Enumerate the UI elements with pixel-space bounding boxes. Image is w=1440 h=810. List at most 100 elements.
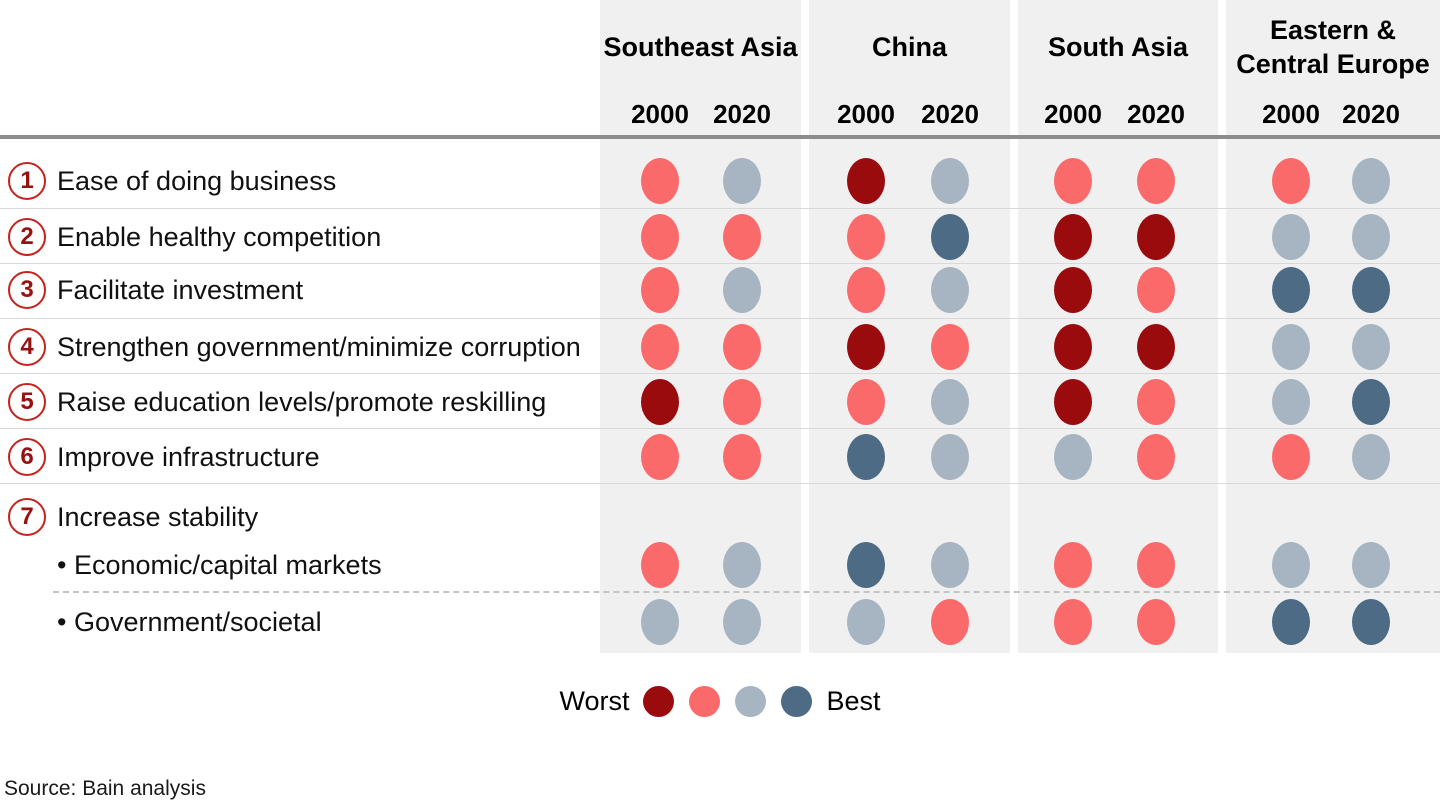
legend-dot-poor <box>689 686 721 717</box>
rating-dot <box>847 158 885 204</box>
rating-dot <box>723 158 761 204</box>
header-divider-rule <box>0 135 1440 139</box>
year-header: 2020 <box>713 99 771 129</box>
rating-dot <box>847 542 885 588</box>
row-number-badge: 6 <box>8 438 46 476</box>
row-separator <box>0 428 1440 429</box>
row-number-badge: 4 <box>8 328 46 366</box>
year-header: 2000 <box>631 99 689 129</box>
region-header-1: Southeast Asia <box>603 32 798 63</box>
row-label: Improve infrastructure <box>57 441 320 472</box>
rating-dot <box>931 267 969 313</box>
row-label: Increase stability <box>57 501 259 532</box>
rating-dot <box>931 158 969 204</box>
rating-dot <box>1054 542 1092 588</box>
region-column-bg <box>1226 0 1440 653</box>
row-separator <box>0 263 1440 264</box>
rating-dot <box>1054 158 1092 204</box>
rating-dot <box>723 599 761 645</box>
rating-dot <box>931 434 969 480</box>
legend-worst-label: Worst <box>559 686 630 716</box>
row-label: Ease of doing business <box>57 165 337 196</box>
rating-dot <box>1054 379 1092 425</box>
year-header: 2020 <box>1342 99 1400 129</box>
region-header-2: China <box>871 32 947 63</box>
rating-dot <box>641 214 679 260</box>
year-header: 2020 <box>921 99 979 129</box>
rating-dot <box>847 324 885 370</box>
year-header: 2020 <box>1127 99 1185 129</box>
rating-dot <box>931 214 969 260</box>
rating-dot <box>1137 542 1175 588</box>
rating-dot <box>641 542 679 588</box>
rating-dot <box>931 542 969 588</box>
rating-dot <box>1352 599 1390 645</box>
rating-dot <box>1137 599 1175 645</box>
rating-dot <box>723 434 761 480</box>
rating-dot <box>1352 324 1390 370</box>
rating-dot <box>1137 214 1175 260</box>
region-column-bg <box>809 0 1010 653</box>
year-header: 2000 <box>1044 99 1102 129</box>
rating-dot <box>1054 599 1092 645</box>
row-number-badge: 1 <box>8 162 46 200</box>
rating-dot <box>1272 324 1310 370</box>
legend-dot-worst <box>643 686 675 717</box>
rating-dot <box>723 324 761 370</box>
rating-dot <box>723 379 761 425</box>
row-label: Strengthen government/minimize corruptio… <box>57 331 581 362</box>
region-column-bg <box>1018 0 1218 653</box>
row-separator <box>0 208 1440 209</box>
year-header: 2000 <box>837 99 895 129</box>
rating-dot <box>1272 379 1310 425</box>
row-separator <box>0 318 1440 319</box>
rating-dot <box>931 599 969 645</box>
rating-dot <box>1272 214 1310 260</box>
rating-dot <box>1137 379 1175 425</box>
row-label: Enable healthy competition <box>57 221 382 252</box>
rating-dot <box>1352 434 1390 480</box>
rating-dot <box>1352 542 1390 588</box>
rating-dot <box>1054 434 1092 480</box>
rating-dot <box>1054 324 1092 370</box>
rating-legend: Worst Best <box>0 686 1440 717</box>
legend-best-label: Best <box>826 686 881 716</box>
rating-dot <box>1137 324 1175 370</box>
rating-dot <box>1352 214 1390 260</box>
rating-dot <box>847 267 885 313</box>
rating-dot <box>1272 599 1310 645</box>
rating-dot <box>641 158 679 204</box>
source-note: Source: Bain analysis <box>4 777 206 800</box>
rating-dot <box>847 599 885 645</box>
region-header-3: South Asia <box>1047 32 1188 63</box>
rating-dot <box>641 267 679 313</box>
rating-dot <box>641 379 679 425</box>
rating-dot <box>847 379 885 425</box>
rating-dot <box>931 324 969 370</box>
rating-dot <box>1352 379 1390 425</box>
row-separator <box>0 483 1440 484</box>
row-label: • Government/societal <box>57 606 322 637</box>
rating-dot <box>1054 267 1092 313</box>
row-number-badge: 5 <box>8 383 46 421</box>
region-column-bg <box>600 0 801 653</box>
row-label: Facilitate investment <box>57 274 304 305</box>
row-number-badge: 7 <box>8 498 46 536</box>
stability-dashed-divider <box>53 591 1440 593</box>
legend-dot-best <box>781 686 813 717</box>
rating-dot <box>1272 434 1310 480</box>
rating-dot <box>1137 158 1175 204</box>
legend-dot-fair <box>735 686 767 717</box>
row-label: Raise education levels/promote reskillin… <box>57 386 547 417</box>
rating-dot <box>723 542 761 588</box>
row-number-badge: 3 <box>8 271 46 309</box>
legend-dots <box>643 686 813 717</box>
rating-dot <box>641 599 679 645</box>
rating-dot <box>1272 542 1310 588</box>
row-separator <box>0 373 1440 374</box>
rating-dot <box>1137 434 1175 480</box>
rating-dot <box>1137 267 1175 313</box>
rating-dot <box>847 214 885 260</box>
row-label: • Economic/capital markets <box>57 549 382 580</box>
